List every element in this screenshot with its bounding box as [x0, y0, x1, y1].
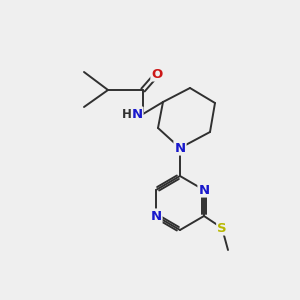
- Text: O: O: [152, 68, 163, 80]
- Text: N: N: [174, 142, 186, 154]
- Text: N: N: [150, 209, 162, 223]
- Text: S: S: [217, 221, 227, 235]
- Text: N: N: [198, 184, 210, 196]
- Text: N: N: [131, 107, 142, 121]
- Text: H: H: [122, 107, 132, 121]
